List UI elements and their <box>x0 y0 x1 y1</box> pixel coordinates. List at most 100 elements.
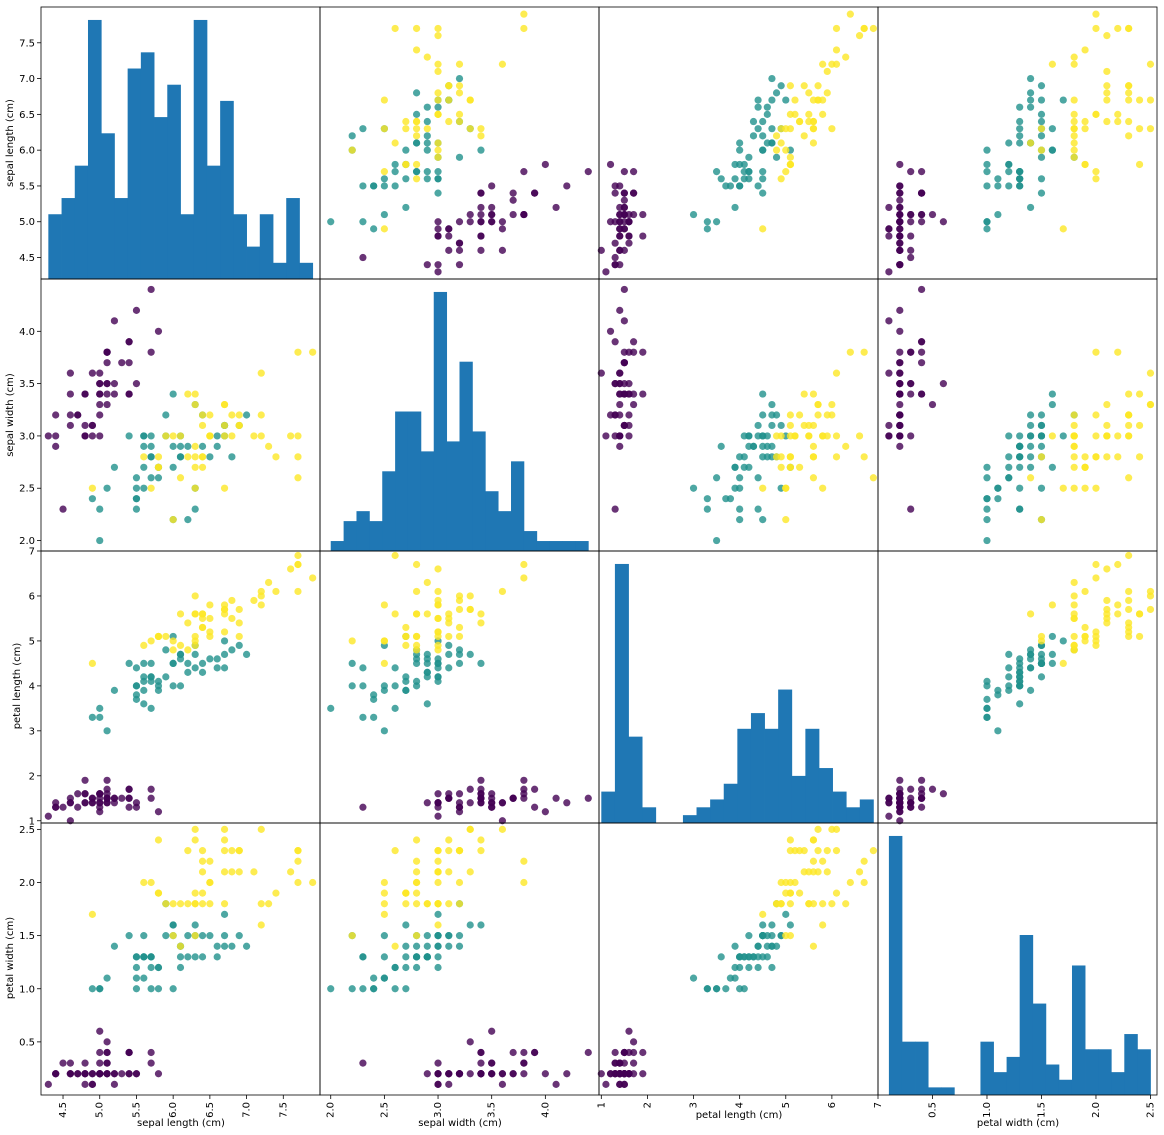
data-point <box>1037 659 1046 668</box>
data-point <box>1146 605 1155 614</box>
data-point <box>1037 632 1046 641</box>
data-point <box>620 285 628 294</box>
data-point <box>125 794 133 802</box>
data-point <box>1026 474 1035 482</box>
hist-bar <box>101 133 115 279</box>
data-point <box>823 847 831 855</box>
data-point <box>423 53 431 61</box>
cell-sepal-length-vs-petal-width <box>877 6 1158 280</box>
data-point <box>1026 453 1035 461</box>
data-point <box>620 168 628 176</box>
data-point <box>777 175 785 183</box>
data-point <box>184 453 192 461</box>
data-point <box>639 390 647 398</box>
data-point <box>907 785 915 793</box>
hist-bar <box>459 361 473 551</box>
data-point <box>434 565 442 573</box>
data-point <box>745 932 753 940</box>
data-point <box>759 168 767 176</box>
data-point <box>88 910 96 918</box>
data-point <box>140 686 148 694</box>
data-point <box>800 390 808 398</box>
data-point <box>412 125 421 133</box>
data-point <box>434 799 442 807</box>
data-point <box>1070 125 1078 133</box>
data-point <box>1070 117 1078 126</box>
data-point <box>213 953 221 961</box>
data-point <box>1125 474 1133 482</box>
data-point <box>434 1059 442 1067</box>
data-point <box>1026 655 1035 663</box>
data-point <box>228 646 236 654</box>
data-point <box>402 632 410 641</box>
data-point <box>759 442 767 450</box>
data-point <box>455 646 464 654</box>
data-point <box>983 713 991 721</box>
data-point <box>184 932 192 940</box>
data-point <box>1048 125 1056 133</box>
data-point <box>629 338 638 346</box>
data-point <box>754 474 762 482</box>
data-point <box>169 659 177 668</box>
data-point <box>994 484 1002 492</box>
data-point <box>1059 432 1067 440</box>
data-point <box>983 463 991 471</box>
data-point <box>257 825 265 833</box>
data-point <box>1037 117 1046 126</box>
data-point <box>1037 442 1046 450</box>
data-point <box>412 932 421 940</box>
data-point <box>391 24 399 33</box>
hist-bar <box>710 799 725 823</box>
data-point <box>434 790 442 798</box>
data-point <box>176 963 185 972</box>
data-point <box>1016 668 1024 676</box>
data-point <box>96 790 104 798</box>
data-point <box>380 682 388 690</box>
data-point <box>294 432 302 440</box>
data-point <box>206 900 214 908</box>
data-point <box>359 664 367 672</box>
data-point <box>907 799 915 807</box>
data-point <box>488 203 496 212</box>
data-point <box>455 632 464 641</box>
hist-bar <box>61 198 76 279</box>
data-point <box>745 175 753 183</box>
data-point <box>994 182 1002 190</box>
data-point <box>1070 442 1078 450</box>
data-point <box>445 868 453 876</box>
data-point <box>768 442 776 450</box>
data-point <box>154 963 163 972</box>
data-point <box>896 225 904 233</box>
data-point <box>703 218 711 226</box>
data-point <box>445 641 453 650</box>
data-point <box>132 803 141 811</box>
data-point <box>1070 463 1078 471</box>
data-point <box>597 246 605 254</box>
data-point <box>455 74 464 83</box>
data-point <box>466 210 474 219</box>
data-point <box>402 203 410 212</box>
data-point <box>629 168 638 176</box>
data-point <box>782 125 790 133</box>
data-point <box>176 432 185 440</box>
data-point <box>206 878 214 887</box>
data-point <box>423 175 431 183</box>
data-point <box>786 453 794 461</box>
data-point <box>1092 560 1100 569</box>
data-point <box>176 442 185 450</box>
data-point <box>359 953 367 961</box>
hist-bar <box>523 531 538 551</box>
data-point <box>402 673 410 681</box>
data-point <box>213 432 221 440</box>
data-point <box>1037 421 1046 430</box>
data-point <box>125 1048 133 1057</box>
x-tick-label-petal-length: 5 <box>781 1102 792 1108</box>
data-point <box>896 348 904 356</box>
data-point <box>235 868 243 876</box>
data-point <box>423 900 431 908</box>
data-point <box>814 847 822 855</box>
data-point <box>907 432 915 440</box>
data-point <box>759 921 767 929</box>
data-point <box>1016 175 1024 183</box>
